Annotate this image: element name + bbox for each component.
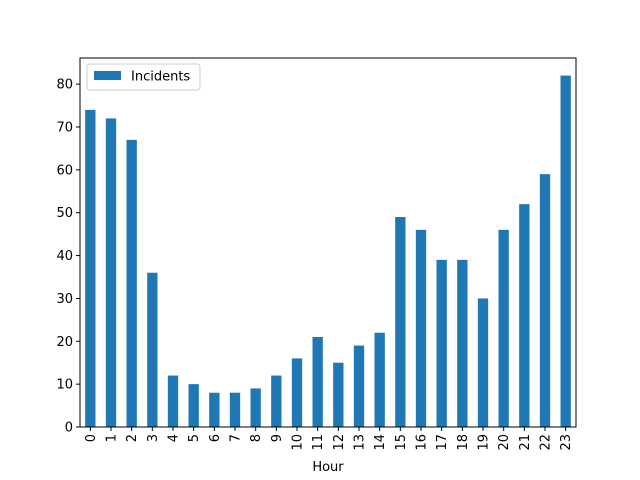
x-tick-label-19: 19: [477, 434, 492, 451]
bar-hour-6: [209, 392, 220, 427]
bar-hour-13: [353, 345, 365, 427]
x-tick-label-10: 10: [291, 434, 306, 451]
legend-swatch: [94, 71, 121, 80]
x-tick-label-0: 0: [84, 434, 99, 442]
bars-group: [85, 75, 571, 428]
x-tick-label-16: 16: [415, 434, 430, 451]
y-tick-label-70: 70: [56, 121, 73, 136]
x-axis-label: Hour: [312, 460, 344, 475]
x-tick-label-8: 8: [249, 434, 264, 442]
bar-hour-1: [105, 118, 117, 427]
bar-hour-4: [167, 375, 179, 427]
x-tick-label-5: 5: [187, 434, 202, 442]
y-tick-label-50: 50: [56, 206, 73, 221]
x-tick-label-11: 11: [311, 434, 326, 451]
x-tick-label-22: 22: [539, 434, 554, 451]
x-tick-label-20: 20: [497, 434, 512, 451]
bar-hour-3: [147, 272, 158, 427]
x-tick-label-1: 1: [105, 434, 120, 442]
plot-frame: [79, 57, 577, 428]
bar-hour-10: [291, 358, 303, 427]
x-tick-label-7: 7: [229, 434, 244, 442]
x-tick-label-2: 2: [125, 434, 140, 442]
y-tick-label-40: 40: [56, 249, 73, 264]
x-tick-label-4: 4: [167, 434, 182, 442]
x-tick-label-14: 14: [373, 434, 388, 451]
legend-label: Incidents: [131, 70, 190, 85]
x-tick-label-15: 15: [394, 434, 409, 451]
bar-hour-23: [560, 75, 571, 428]
bar-hour-15: [395, 217, 406, 427]
x-tick-label-9: 9: [270, 434, 285, 442]
x-tick-label-12: 12: [332, 434, 347, 451]
y-tick-label-80: 80: [56, 78, 73, 93]
x-tick-label-18: 18: [456, 434, 471, 451]
x-tick-label-23: 23: [559, 434, 574, 451]
bar-hour-19: [477, 298, 489, 427]
y-tick-label-60: 60: [56, 163, 73, 178]
x-tick-label-17: 17: [435, 434, 450, 451]
bar-hour-14: [374, 332, 385, 427]
bar-hour-11: [312, 337, 323, 427]
bar-hour-21: [519, 204, 530, 427]
bar-hour-17: [436, 259, 447, 427]
x-tick-label-3: 3: [146, 434, 161, 442]
bar-hour-9: [271, 375, 282, 427]
bar-hour-16: [415, 229, 427, 427]
bar-hour-18: [457, 259, 468, 427]
x-tick-label-21: 21: [518, 434, 533, 451]
bar-hour-12: [333, 362, 344, 427]
bar-hour-22: [539, 174, 551, 427]
x-tick-label-6: 6: [208, 434, 223, 442]
y-tick-label-10: 10: [56, 378, 73, 393]
y-tick-label-30: 30: [56, 292, 73, 307]
x-axis: 0 1 2 3 4 5 6 7 8 9 10 11 12 13 14 15 16 17 18 19 20 21 22 23: [84, 427, 574, 451]
bar-hour-8: [250, 388, 261, 427]
y-tick-label-20: 20: [56, 335, 73, 350]
y-tick-label-0: 0: [65, 421, 73, 436]
y-axis: 0 10 20 30 40 50 60 70 80: [56, 78, 80, 436]
bar-hour-2: [126, 139, 137, 427]
legend-box: [86, 63, 201, 91]
bar-hour-7: [229, 392, 241, 427]
x-tick-label-13: 13: [353, 434, 368, 451]
legend: Incidents: [86, 63, 201, 91]
bar-hour-5: [188, 384, 199, 427]
bar-hour-20: [498, 229, 509, 427]
bar-hour-0: [85, 109, 96, 427]
